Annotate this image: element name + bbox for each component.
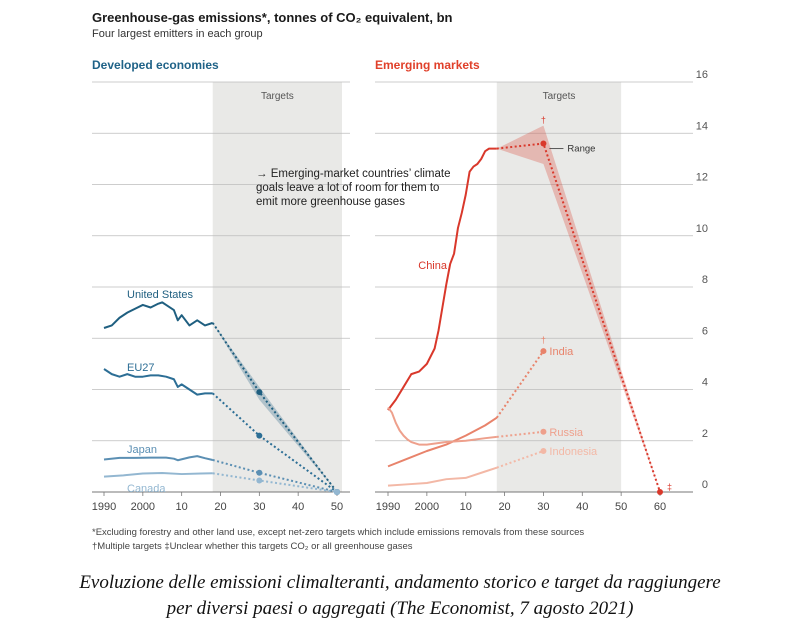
annotation-line: → Emerging-market countries’ climate bbox=[256, 168, 451, 180]
russia-target-point bbox=[540, 428, 547, 435]
india-multiple-targets-marker: † bbox=[541, 335, 546, 345]
x-tick-label: 30 bbox=[253, 501, 265, 513]
eu27-target-point bbox=[256, 432, 263, 439]
united-states-target-line bbox=[211, 322, 338, 493]
y-tick-label: 10 bbox=[696, 223, 708, 235]
y-tick-label: 0 bbox=[702, 479, 708, 491]
india-target-point bbox=[540, 348, 547, 355]
label-eu27: EU27 bbox=[127, 362, 155, 374]
eu27-line bbox=[103, 368, 213, 396]
label-russia: Russia bbox=[549, 427, 584, 439]
label-united-states: United States bbox=[127, 289, 194, 301]
x-tick-label: 30 bbox=[537, 501, 549, 513]
label-china: China bbox=[418, 260, 448, 272]
x-tick-label: 10 bbox=[176, 501, 188, 513]
x-tick-label: 1990 bbox=[376, 501, 400, 513]
panel-title-developed: Developed economies bbox=[92, 58, 219, 72]
label-indonesia: Indonesia bbox=[549, 446, 598, 458]
china-target-point bbox=[657, 489, 663, 495]
china-target-point bbox=[540, 140, 547, 147]
annotation-line: emit more greenhouse gases bbox=[256, 196, 405, 208]
annotation-line: goals leave a lot of room for them to bbox=[256, 182, 439, 194]
x-tick-label: 20 bbox=[214, 501, 226, 513]
united-states-target-point bbox=[256, 389, 263, 396]
y-tick-label: 6 bbox=[702, 325, 708, 337]
india-line bbox=[387, 416, 498, 468]
x-tick-label: 40 bbox=[292, 501, 304, 513]
y-tick-label: 8 bbox=[702, 274, 708, 286]
x-tick-label: 40 bbox=[576, 501, 588, 513]
chart-subtitle: Four largest emitters in each group bbox=[92, 28, 263, 40]
y-tick-label: 2 bbox=[702, 428, 708, 440]
footnote-markers: †Multiple targets ‡Unclear whether this … bbox=[92, 541, 413, 552]
caption-line-1: Evoluzione delle emissioni climalteranti… bbox=[79, 572, 721, 593]
x-tick-label: 50 bbox=[615, 501, 627, 513]
japan-target-point bbox=[256, 469, 263, 476]
canada-target-point bbox=[334, 489, 340, 495]
x-tick-label: 50 bbox=[331, 501, 343, 513]
chart-title: Greenhouse-gas emissions*, tonnes of CO₂… bbox=[92, 10, 453, 25]
china-multiple-targets-marker: † bbox=[541, 115, 546, 125]
y-tick-label: 4 bbox=[702, 377, 708, 389]
united-states-line bbox=[103, 301, 214, 329]
japan-line bbox=[103, 455, 213, 462]
x-tick-label: 2000 bbox=[415, 501, 439, 513]
indonesia-target-point bbox=[540, 448, 547, 454]
annotation-text: → Emerging-market countries’ climate goal… bbox=[256, 168, 451, 208]
y-tick-label: 12 bbox=[696, 172, 708, 184]
footnote-excluding: *Excluding forestry and other land use, … bbox=[92, 527, 585, 538]
indonesia-target-line bbox=[496, 450, 544, 469]
emissions-chart: Targets Targets 0 2 4 6 8 10 12 14 16 1990 2000 10 20 3… bbox=[92, 69, 708, 513]
y-tick-label: 14 bbox=[696, 120, 708, 132]
x-tick-label: 20 bbox=[498, 501, 510, 513]
targets-label-0: Targets bbox=[261, 91, 294, 102]
canada-line bbox=[103, 472, 213, 478]
china-line bbox=[387, 147, 497, 411]
label-canada: Canada bbox=[127, 483, 166, 495]
x-tick-label: 10 bbox=[460, 501, 472, 513]
x-tick-label: 2000 bbox=[131, 501, 155, 513]
label-india: India bbox=[549, 346, 574, 358]
indonesia-line bbox=[387, 466, 498, 487]
china-unclear-marker: ‡ bbox=[667, 482, 672, 492]
label-japan: Japan bbox=[127, 444, 157, 456]
range-label: Range bbox=[567, 144, 595, 155]
russia-target-line bbox=[496, 430, 544, 438]
eu27-target-line bbox=[212, 392, 338, 493]
russia-line bbox=[387, 406, 497, 446]
caption-line-2: per diversi paesi o aggregati (The Econo… bbox=[166, 598, 634, 619]
canada-target-point bbox=[256, 477, 263, 484]
panel-title-emerging: Emerging markets bbox=[375, 58, 480, 72]
x-tick-label: 1990 bbox=[92, 501, 116, 513]
india-target-line bbox=[495, 350, 545, 419]
x-tick-label: 60 bbox=[654, 501, 666, 513]
canada-target-line bbox=[212, 472, 338, 493]
y-tick-label: 16 bbox=[696, 69, 708, 81]
targets-label-1: Targets bbox=[543, 91, 576, 102]
